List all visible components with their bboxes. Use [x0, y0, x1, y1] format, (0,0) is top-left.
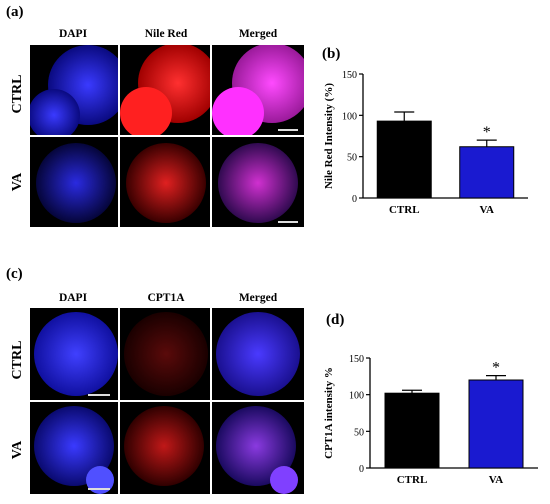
chart-d-bar-va — [468, 379, 524, 469]
panel-c-col-cpt1a: CPT1A — [147, 292, 185, 304]
chart-d-xlabel-va: VA — [489, 474, 504, 486]
panel-a-row-ctrl: CTRL — [10, 74, 25, 114]
chart-b-ytick-label-2: 100 — [342, 111, 357, 122]
scale-bar-c-bottom — [88, 488, 110, 490]
chart-d-ytick-label-0: 0 — [359, 464, 364, 475]
chart-b-significance-va: * — [483, 124, 491, 141]
micrograph-a-va-merged — [212, 137, 304, 227]
chart-b-ylabel: Nile Red Intensity (%) — [323, 83, 335, 189]
panel-c-row-ctrl: CTRL — [10, 340, 25, 380]
micrograph-a-va-dapi — [30, 137, 118, 227]
chart-d-ytick-label-3: 150 — [349, 354, 364, 365]
chart-b-bar-va — [459, 146, 515, 199]
chart-b-ytick-label-0: 0 — [352, 194, 357, 205]
chart-b-ytick-label-1: 50 — [347, 153, 357, 164]
panel-d-letter: (d) — [326, 312, 345, 328]
chart-d-significance-va: * — [492, 360, 500, 377]
scale-bar-c-top — [88, 394, 110, 396]
chart-b-xlabel-ctrl: CTRL — [389, 204, 420, 216]
micrograph-c-va-cpt1a — [120, 402, 210, 494]
panel-a-letter: (a) — [6, 4, 24, 20]
chart-d-bar-ctrl — [384, 392, 440, 469]
chart-b-ytick-label-3: 150 — [342, 70, 357, 81]
chart-b-xlabel-va: VA — [480, 204, 495, 216]
micrograph-c-ctrl-dapi — [30, 308, 118, 400]
panel-c-col-merged: Merged — [238, 292, 278, 304]
micrograph-a-ctrl-merged — [212, 45, 304, 135]
scale-bar-a-top — [278, 129, 298, 131]
micrograph-a-ctrl-dapi — [30, 45, 118, 135]
panel-c-letter: (c) — [6, 266, 23, 282]
micrograph-c-ctrl-cpt1a — [120, 308, 210, 400]
chart-d-ylabel: CPT1A intensity % — [323, 367, 335, 459]
micrograph-a-ctrl-nilered — [120, 45, 210, 135]
chart-d: 0 50 100 150 CTRL VA * CPT1A intensity % — [323, 354, 538, 486]
panel-c-col-dapi: DAPI — [58, 292, 88, 304]
scale-bar-a-bottom — [278, 221, 298, 223]
micrograph-a-va-nilered — [120, 137, 210, 227]
panel-a-col-merged: Merged — [238, 28, 278, 40]
chart-b-bar-ctrl — [376, 120, 432, 199]
panel-a-col-dapi: DAPI — [58, 28, 88, 40]
micrograph-c-va-dapi — [30, 402, 118, 494]
chart-d-ytick-label-1: 50 — [354, 427, 364, 438]
chart-d-xlabel-ctrl: CTRL — [397, 474, 428, 486]
panel-c-row-va: VA — [10, 440, 25, 460]
micrograph-c-ctrl-merged — [212, 308, 304, 400]
chart-d-ytick-label-2: 100 — [349, 391, 364, 402]
panel-a-row-va: VA — [10, 172, 25, 192]
panel-a-col-nilered: Nile Red — [144, 28, 188, 40]
micrograph-c-va-merged — [212, 402, 304, 494]
chart-b: 0 50 100 150 CTRL VA * Nile Red Intensity (%) — [323, 70, 528, 216]
panel-b-letter: (b) — [322, 46, 341, 62]
